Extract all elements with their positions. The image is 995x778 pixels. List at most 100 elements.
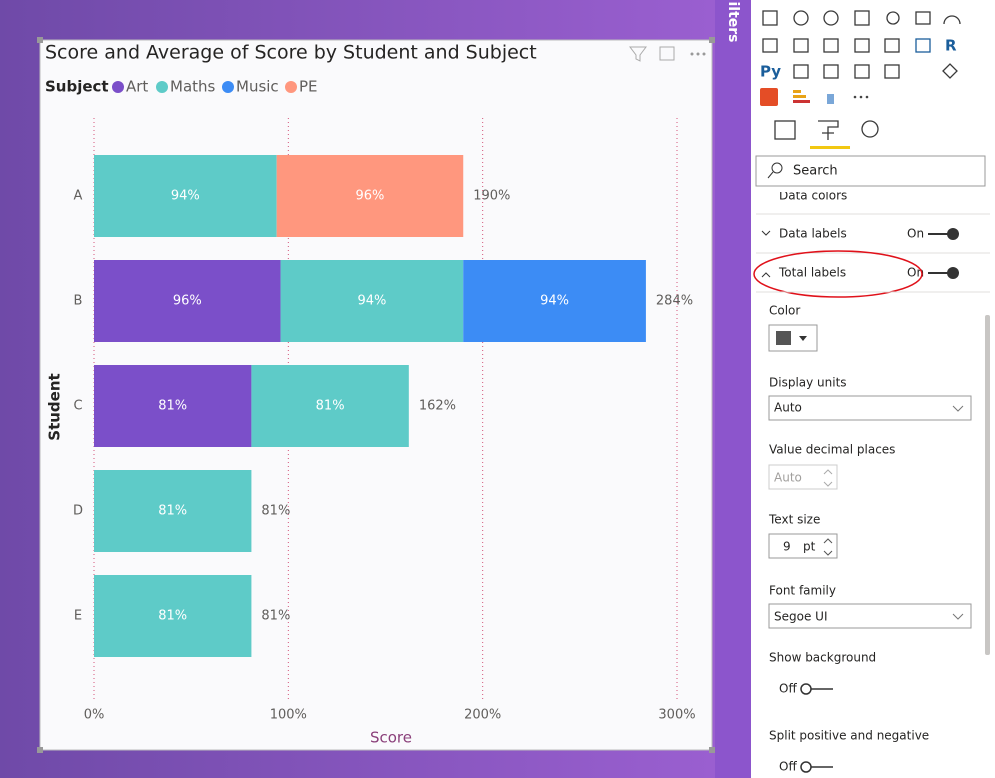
pane-background	[751, 0, 995, 778]
fields-tab[interactable]	[774, 120, 796, 140]
highlight-ellipse	[753, 250, 923, 298]
y-tick-label: C	[73, 399, 82, 414]
field-label: Color	[769, 304, 800, 318]
visual-icon[interactable]	[762, 38, 778, 53]
visual-icon[interactable]	[854, 38, 870, 53]
visual-icon[interactable]	[884, 38, 900, 53]
legend-label: Music	[236, 78, 279, 96]
filters-tab-label: ilters	[725, 1, 741, 42]
visual-icon[interactable]	[827, 94, 834, 104]
legend-label: Art	[126, 78, 148, 96]
bar-segment	[94, 365, 252, 447]
r-visual-icon[interactable]: R	[945, 37, 957, 55]
data-label: 94%	[540, 294, 569, 309]
dropdown[interactable]	[768, 395, 972, 421]
section-header[interactable]: Data labels	[779, 227, 847, 241]
analytics-tab[interactable]	[861, 120, 879, 138]
toggle-knob[interactable]	[800, 683, 812, 695]
toggle-state: Off	[779, 760, 797, 774]
spin-value: Auto	[774, 471, 802, 485]
legend-label: Maths	[170, 78, 216, 96]
pane-tabs	[774, 120, 879, 149]
bar-segment	[276, 155, 464, 237]
spin-arrows[interactable]	[823, 469, 833, 487]
dropdown-arrow	[952, 405, 964, 412]
format-tab[interactable]	[818, 120, 839, 140]
visual-icon[interactable]	[886, 11, 900, 25]
spin-value: 9	[783, 540, 791, 554]
visual-icon[interactable]	[823, 10, 839, 26]
bar-segment	[94, 575, 252, 657]
section-header[interactable]: Data colors	[779, 189, 847, 203]
search-box[interactable]	[755, 155, 986, 187]
dropdown[interactable]	[768, 603, 972, 629]
field-label: Value decimal places	[769, 443, 895, 457]
visual-icon[interactable]	[793, 64, 809, 79]
resize-handle	[709, 37, 715, 43]
total-label: 81%	[261, 609, 290, 624]
bar-segment	[280, 260, 464, 342]
filter-icon[interactable]	[629, 46, 647, 62]
field-label: Display units	[769, 376, 847, 390]
focus-icon[interactable]	[659, 46, 675, 61]
total-label: 81%	[261, 504, 290, 519]
filters-pane-collapsed[interactable]	[715, 0, 751, 778]
data-label: 94%	[171, 189, 200, 204]
visual-icon[interactable]	[793, 38, 809, 53]
visual-icon[interactable]	[915, 11, 931, 25]
visual-icon[interactable]	[942, 63, 958, 79]
visual-icon[interactable]	[762, 10, 778, 26]
visual-gallery: R Py	[760, 10, 961, 106]
visual-icon[interactable]	[793, 10, 809, 26]
field-label: Show background	[769, 651, 876, 665]
visual-icon[interactable]	[915, 38, 931, 53]
spin-input[interactable]	[768, 533, 838, 559]
total-label: 190%	[473, 189, 510, 204]
visual-icon[interactable]	[793, 90, 801, 93]
visual-icon[interactable]	[854, 64, 870, 79]
toggle-knob[interactable]	[947, 228, 959, 240]
spin-unit: pt	[803, 540, 816, 554]
dropdown-value: Auto	[774, 401, 802, 415]
visualizations-pane: R Py Search Data colors Data labels On T…	[751, 0, 995, 778]
legend-marker	[285, 81, 297, 93]
toggle-state: On	[907, 227, 924, 241]
x-axis-title: Score	[370, 729, 412, 747]
data-label: 81%	[316, 399, 345, 414]
x-tick-label: 100%	[270, 708, 307, 723]
more-visuals[interactable]	[853, 95, 869, 99]
visual-icon[interactable]	[823, 38, 839, 53]
visual-icon[interactable]	[793, 95, 806, 98]
spin-input[interactable]	[768, 464, 838, 490]
active-tab-indicator	[810, 146, 850, 149]
section-header[interactable]: Total labels	[778, 266, 846, 280]
total-label: 284%	[656, 294, 693, 309]
visual-icon[interactable]	[884, 64, 900, 79]
data-label: 94%	[357, 294, 386, 309]
legend-title: Subject	[45, 78, 109, 96]
x-tick-label: 200%	[464, 708, 501, 723]
resize-handle	[709, 747, 715, 753]
visual-icon[interactable]	[793, 100, 810, 103]
data-label: 96%	[173, 294, 202, 309]
color-swatch	[776, 331, 791, 345]
total-label: 162%	[419, 399, 456, 414]
visual-icon[interactable]	[760, 88, 778, 106]
legend-marker	[222, 81, 234, 93]
visual-icon[interactable]	[943, 15, 961, 25]
more-icon[interactable]	[690, 52, 706, 56]
bar-segment	[94, 260, 281, 342]
toggle-knob[interactable]	[800, 761, 812, 773]
python-visual-icon[interactable]: Py	[760, 63, 781, 81]
spin-arrows[interactable]	[823, 538, 833, 556]
legend-label: PE	[299, 78, 318, 96]
field-label: Text size	[768, 513, 820, 527]
visual-icon[interactable]	[823, 64, 839, 79]
data-label: 96%	[356, 189, 385, 204]
scrollbar[interactable]	[985, 315, 990, 655]
bar-segment	[94, 470, 252, 552]
toggle-knob[interactable]	[947, 267, 959, 279]
visual-icon[interactable]	[854, 10, 870, 26]
visual-header-icons	[629, 46, 706, 62]
